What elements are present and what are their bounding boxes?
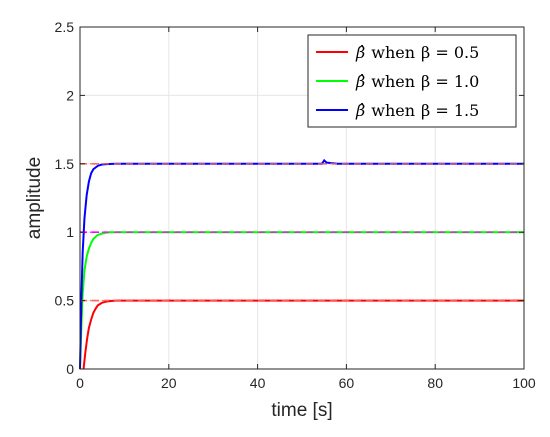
ticks: 0 20 40 60 80 100 0 0.5 1 1.5 2 2.5 — [55, 19, 536, 391]
x-tick-label: 0 — [76, 375, 84, 391]
legend-entry-1: β̂ when β = 0.5 — [355, 43, 479, 62]
x-tick-label: 40 — [250, 375, 266, 391]
y-tick-label: 1 — [66, 224, 74, 240]
y-tick-label: 0 — [66, 361, 74, 377]
y-tick-label: 1.5 — [55, 156, 75, 172]
y-tick-label: 0.5 — [55, 293, 75, 309]
x-axis-label: time [s] — [271, 400, 332, 421]
y-tick-label: 2.5 — [55, 19, 75, 35]
legend: β̂ when β = 0.5 β̂ when β = 1.0 β̂ when β = 1.5 — [307, 34, 517, 128]
series-group — [79, 158, 524, 370]
x-tick-label: 20 — [161, 375, 177, 391]
x-tick-label: 60 — [339, 375, 355, 391]
legend-entry-2: β̂ when β = 1.0 — [355, 72, 479, 91]
legend-entry-3: β̂ when β = 1.5 — [355, 101, 479, 120]
x-tick-label: 100 — [512, 375, 536, 391]
y-tick-label: 2 — [66, 87, 74, 103]
y-axis-label: amplitude — [24, 157, 45, 239]
series-line-3 — [79, 158, 524, 370]
x-tick-label: 80 — [427, 375, 443, 391]
plot-border — [79, 26, 525, 370]
